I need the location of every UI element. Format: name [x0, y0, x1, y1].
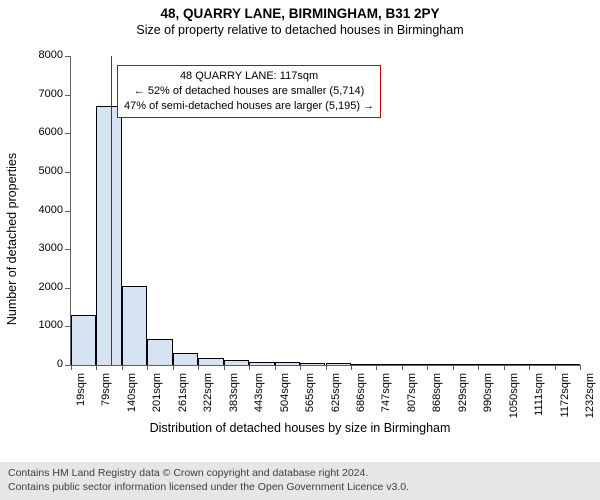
x-tick-mark — [376, 365, 377, 370]
chart-container: Number of detached properties 0100020003… — [0, 48, 600, 430]
histogram-bar — [555, 364, 580, 365]
x-tick-mark — [478, 365, 479, 370]
histogram-bar — [147, 339, 172, 365]
annotation-box: 48 QUARRY LANE: 117sqm← 52% of detached … — [117, 65, 381, 118]
y-tick-label: 2000 — [23, 281, 63, 293]
y-axis-label-wrap: Number of detached properties — [4, 48, 20, 430]
histogram-bar — [122, 286, 147, 365]
page-title: 48, QUARRY LANE, BIRMINGHAM, B31 2PY — [0, 0, 600, 21]
histogram-bar — [275, 362, 300, 365]
y-tick-mark — [65, 365, 70, 366]
x-tick-mark — [300, 365, 301, 370]
y-tick-mark — [65, 288, 70, 289]
annotation-line-3: 47% of semi-detached houses are larger (… — [124, 99, 374, 114]
y-tick-mark — [65, 326, 70, 327]
histogram-bar — [326, 363, 351, 365]
x-tick-mark — [147, 365, 148, 370]
footer-line-1: Contains HM Land Registry data © Crown c… — [8, 466, 592, 480]
x-tick-mark — [504, 365, 505, 370]
y-tick-mark — [65, 56, 70, 57]
x-tick-mark — [96, 365, 97, 370]
y-tick-mark — [65, 249, 70, 250]
x-tick-mark — [453, 365, 454, 370]
histogram-bar — [504, 364, 529, 365]
y-tick-mark — [65, 172, 70, 173]
histogram-bar — [351, 364, 376, 365]
y-tick-label: 0 — [23, 358, 63, 370]
y-tick-label: 5000 — [23, 165, 63, 177]
x-tick-mark — [224, 365, 225, 370]
histogram-bar — [173, 353, 198, 365]
histogram-bar — [198, 358, 223, 365]
property-marker-line — [111, 56, 113, 365]
y-tick-mark — [65, 211, 70, 212]
histogram-bar — [529, 364, 554, 365]
annotation-line-2: ← 52% of detached houses are smaller (5,… — [124, 84, 374, 99]
y-tick-mark — [65, 133, 70, 134]
x-tick-mark — [173, 365, 174, 370]
y-tick-label: 7000 — [23, 88, 63, 100]
footer-line-2: Contains public sector information licen… — [8, 480, 592, 494]
x-tick-mark — [275, 365, 276, 370]
x-tick-mark — [580, 365, 581, 370]
histogram-bar — [96, 106, 121, 365]
plot-area: 01000200030004000500060007000800019sqm79… — [70, 56, 580, 366]
histogram-bar — [71, 315, 96, 365]
y-tick-label: 3000 — [23, 242, 63, 254]
y-tick-label: 1000 — [23, 319, 63, 331]
y-tick-label: 4000 — [23, 204, 63, 216]
y-tick-mark — [65, 95, 70, 96]
chart-subtitle: Size of property relative to detached ho… — [0, 21, 600, 37]
x-tick-mark — [71, 365, 72, 370]
histogram-bar — [224, 360, 249, 365]
x-tick-mark — [249, 365, 250, 370]
histogram-bar — [402, 364, 427, 365]
x-tick-mark — [122, 365, 123, 370]
x-axis-label: Distribution of detached houses by size … — [0, 421, 600, 435]
x-tick-mark — [529, 365, 530, 370]
footer: Contains HM Land Registry data © Crown c… — [0, 462, 600, 500]
histogram-bar — [427, 364, 452, 365]
histogram-bar — [478, 364, 503, 365]
x-tick-mark — [326, 365, 327, 370]
x-tick-mark — [402, 365, 403, 370]
annotation-line-1: 48 QUARRY LANE: 117sqm — [124, 69, 374, 84]
histogram-bar — [249, 362, 274, 365]
x-tick-mark — [351, 365, 352, 370]
x-tick-mark — [198, 365, 199, 370]
y-tick-label: 6000 — [23, 126, 63, 138]
x-tick-mark — [555, 365, 556, 370]
y-axis-label: Number of detached properties — [5, 153, 19, 325]
histogram-bar — [453, 364, 478, 365]
histogram-bar — [300, 363, 325, 365]
y-tick-label: 8000 — [23, 49, 63, 61]
histogram-bar — [376, 364, 401, 365]
x-tick-mark — [427, 365, 428, 370]
